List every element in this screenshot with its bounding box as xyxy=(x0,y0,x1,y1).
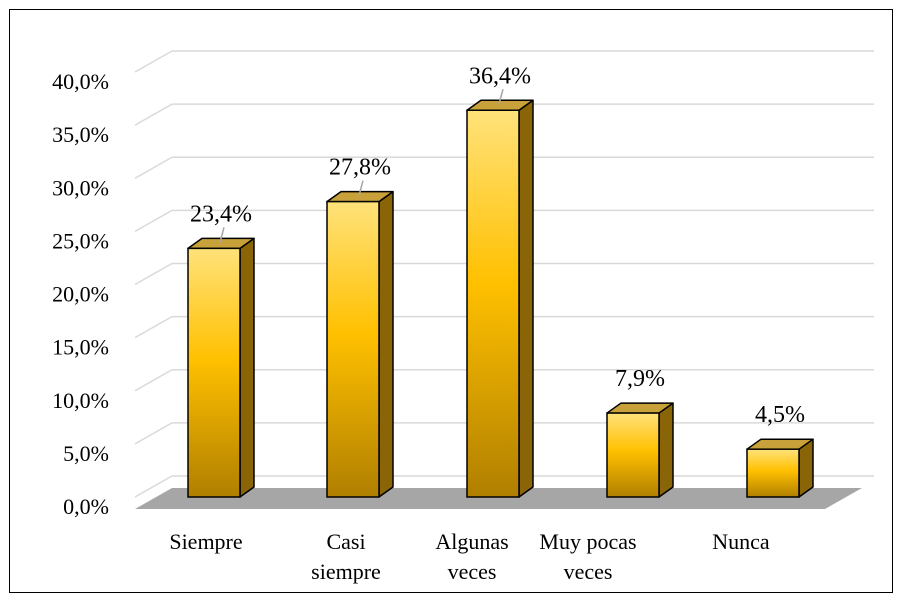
x-category-label: Muy pocas xyxy=(539,529,636,554)
x-category-label: Siempre xyxy=(169,529,242,554)
gridline-diagonal xyxy=(134,369,173,392)
x-category-label: veces xyxy=(564,559,613,584)
bar-front xyxy=(606,412,660,498)
gridline-diagonal xyxy=(134,103,173,126)
y-tick-label: 15,0% xyxy=(52,335,109,360)
data-label: 4,5% xyxy=(755,402,805,428)
data-label-leader xyxy=(358,180,364,196)
data-label: 36,4% xyxy=(469,63,531,89)
gridline-diagonal xyxy=(134,422,173,445)
y-axis-ticks: 0,0% 5,0% 10,0% 15,0% 20,0% 25,0% 30,0% 35,0% 40… xyxy=(52,69,109,519)
y-tick-label: 5,0% xyxy=(63,441,109,466)
y-tick-label: 10,0% xyxy=(52,388,109,413)
data-label: 23,4% xyxy=(190,201,252,227)
floor-plane xyxy=(135,488,862,509)
x-category-label: veces xyxy=(448,559,497,584)
x-axis-categories: Siempre Casi siempre Algunas veces Muy pocas v… xyxy=(169,529,770,584)
gridline-diagonal xyxy=(134,50,173,73)
bar xyxy=(606,402,674,498)
bar xyxy=(466,99,534,498)
gridline-diagonal xyxy=(134,315,173,339)
y-tick-label: 40,0% xyxy=(52,69,109,94)
bar-side xyxy=(658,402,674,498)
data-label-leader xyxy=(498,89,504,105)
bar xyxy=(746,438,814,498)
y-tick-label: 20,0% xyxy=(52,282,109,307)
bar-front xyxy=(466,109,520,498)
x-category-label: siempre xyxy=(311,559,381,584)
bar-front xyxy=(746,448,800,498)
bar xyxy=(326,190,394,498)
bar-front xyxy=(187,247,241,498)
x-category-label: Casi xyxy=(326,529,365,554)
y-tick-label: 35,0% xyxy=(52,122,109,147)
bars xyxy=(187,99,814,498)
data-label: 7,9% xyxy=(615,366,665,392)
y-tick-label: 30,0% xyxy=(52,175,109,200)
gridline-diagonal xyxy=(134,475,173,498)
y-tick-label: 0,0% xyxy=(63,494,109,519)
bar-side xyxy=(378,190,394,498)
y-tick-label: 25,0% xyxy=(52,228,109,253)
data-labels: 23,4% 27,8% 36,4% 7,9% 4,5% xyxy=(190,63,805,428)
chart-floor xyxy=(135,488,862,509)
gridline-diagonal xyxy=(134,262,173,286)
bar-side xyxy=(518,99,534,498)
data-label: 27,8% xyxy=(329,155,391,181)
data-label-leader xyxy=(219,227,225,243)
x-category-label: Nunca xyxy=(712,529,770,554)
bar-front xyxy=(326,200,380,498)
bar-side xyxy=(239,237,255,498)
gridline-diagonal xyxy=(134,156,173,179)
bar xyxy=(187,237,255,498)
x-category-label: Algunas xyxy=(435,529,508,554)
gridline-diagonal xyxy=(134,209,173,233)
